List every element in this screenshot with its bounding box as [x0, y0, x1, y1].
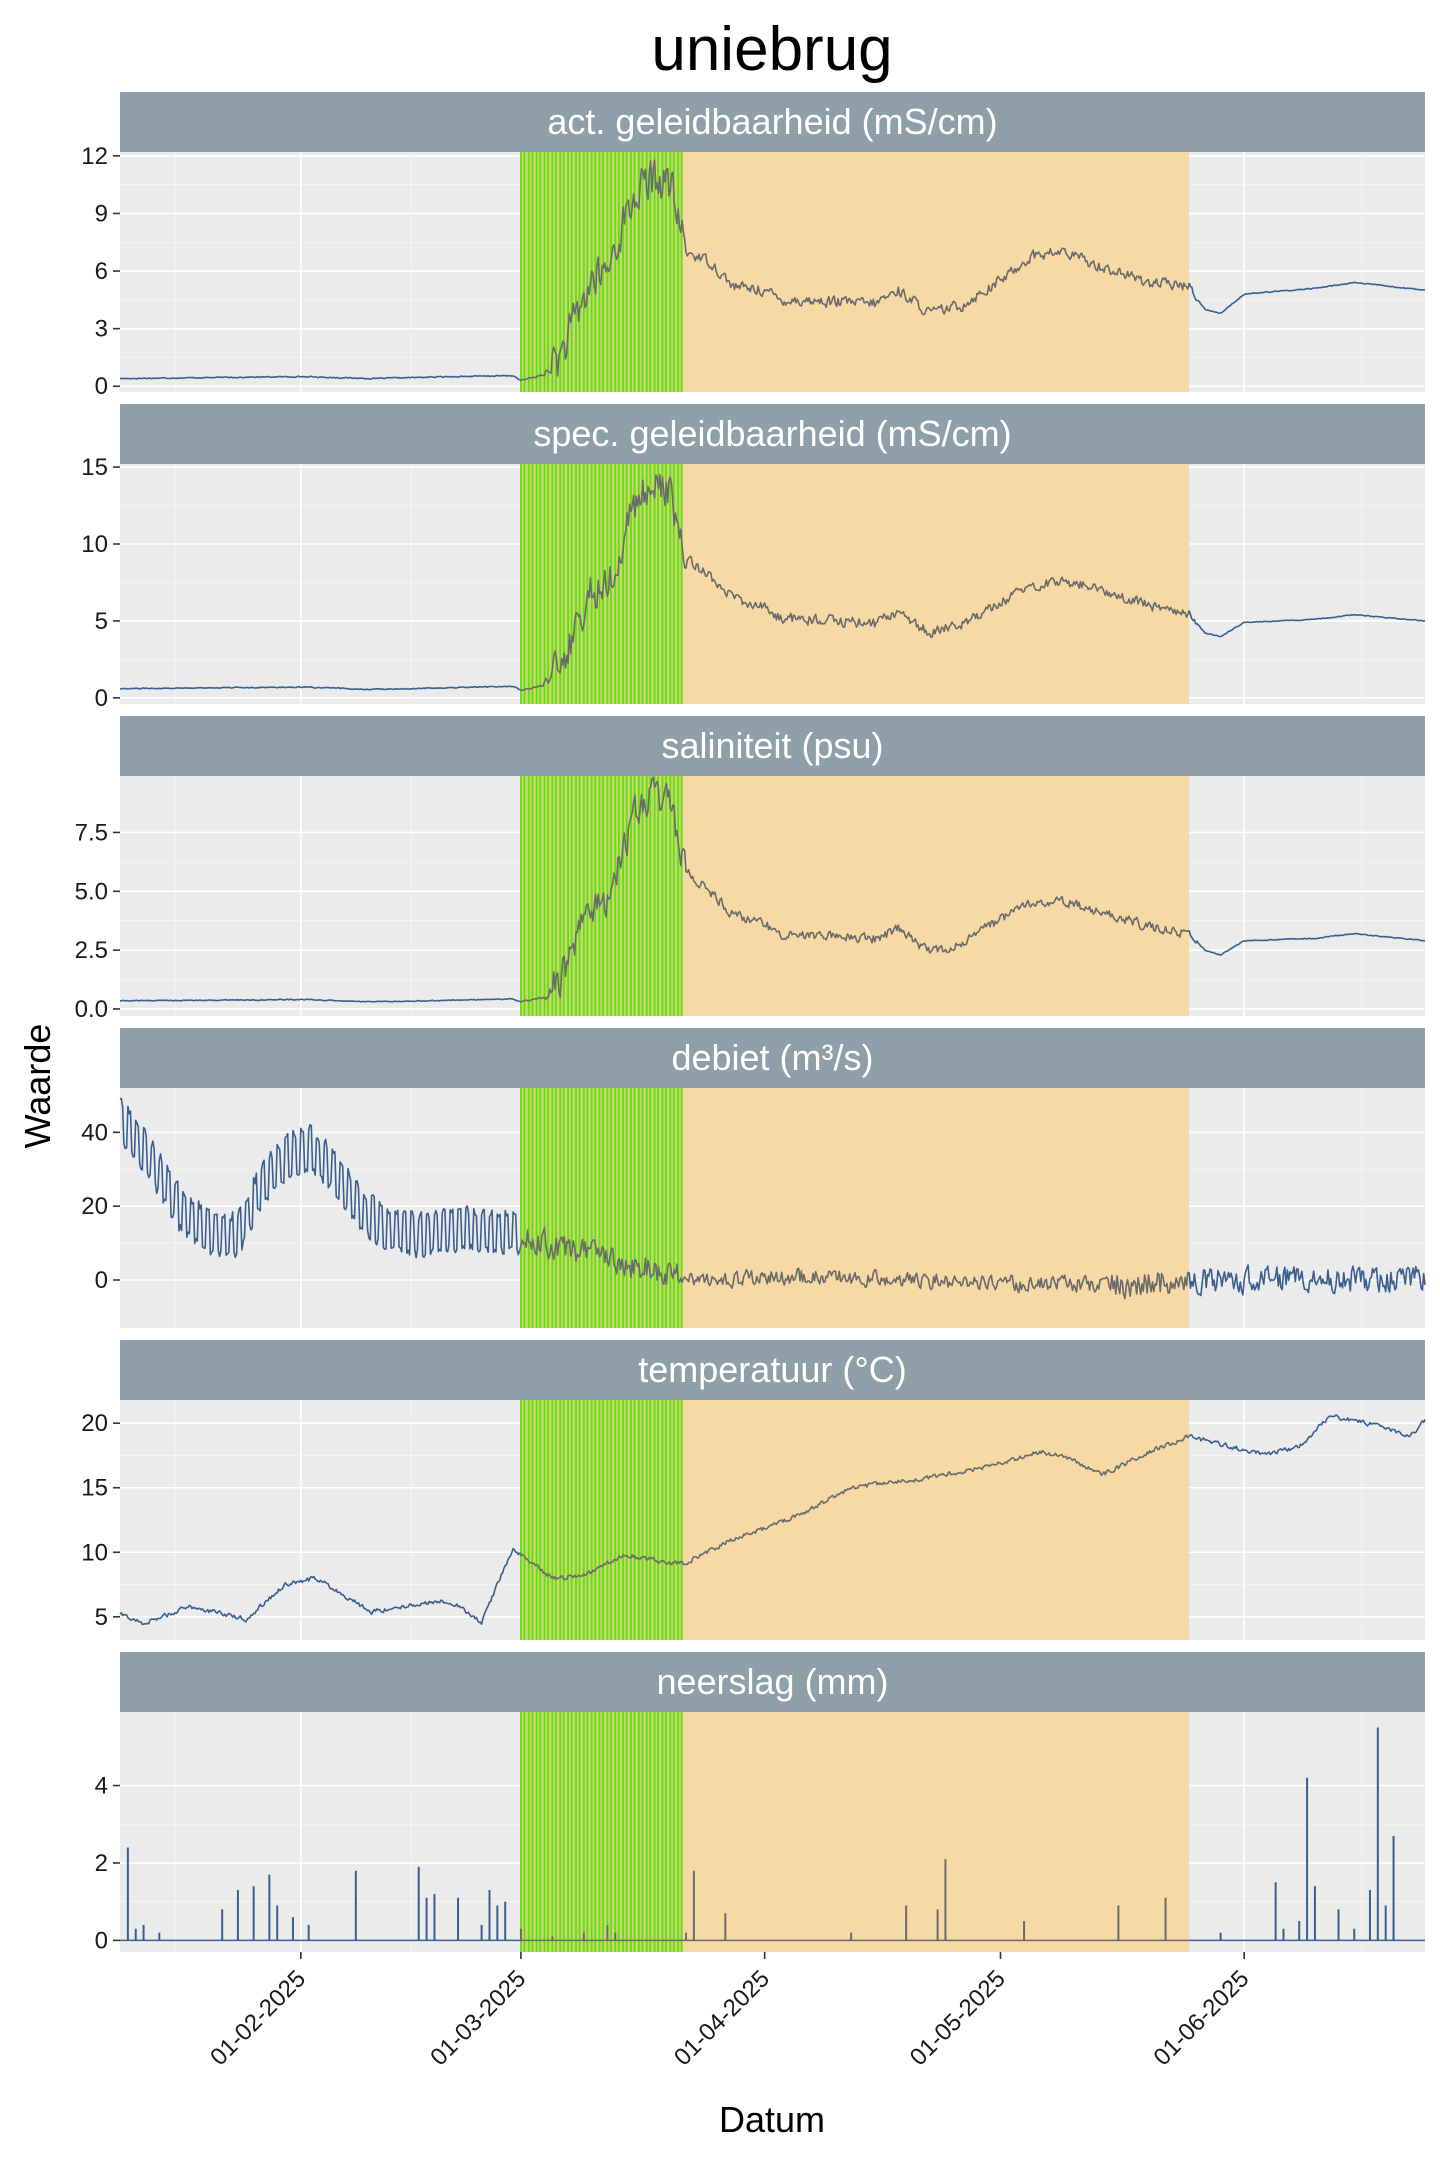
y-tick-label: 7.5 [75, 819, 108, 846]
y-tick-label: 20 [81, 1193, 108, 1220]
x-tick-label: 01-02-2025 [205, 1965, 311, 2071]
y-tick-label: 15 [81, 454, 108, 481]
y-tick-label: 40 [81, 1119, 108, 1146]
series-line [119, 374, 520, 381]
highlight-band [520, 1088, 1190, 1328]
series-line [518, 1226, 1190, 1300]
y-tick-label: 0 [95, 373, 108, 400]
facet-strip [120, 92, 1425, 152]
x-tick-label: 01-04-2025 [669, 1965, 775, 2071]
y-tick-label: 10 [81, 1539, 108, 1566]
facet-strip-label: temperatuur (°C) [638, 1349, 906, 1390]
series-line [1188, 1414, 1426, 1456]
facet-strip-label: act. geleidbaarheid (mS/cm) [547, 101, 997, 142]
y-tick-label: 5 [95, 608, 108, 635]
facet-panel: neerslag (mm) 0 2 4 [95, 1652, 1425, 1954]
facet-strip [120, 1652, 1425, 1712]
x-axis-title: Datum [719, 2099, 825, 2140]
y-tick-label: 5.0 [75, 878, 108, 905]
y-tick-label: 2.5 [75, 937, 108, 964]
series-line [1188, 930, 1426, 957]
y-tick-label: 9 [95, 200, 108, 227]
series-line [1188, 610, 1426, 638]
facet-strip-label: debiet (m³/s) [671, 1037, 873, 1078]
y-axis-title: Waarde [17, 1024, 58, 1149]
series-line [519, 776, 1190, 1003]
x-tick-label: 01-06-2025 [1149, 1965, 1255, 2071]
series-line [119, 1097, 521, 1259]
highlight-band [520, 776, 1190, 1016]
series-line [120, 997, 520, 1003]
facet-strip-label: neerslag (mm) [656, 1661, 888, 1702]
y-tick-label: 0 [95, 1267, 108, 1294]
y-tick-label: 0 [95, 685, 108, 712]
facet-panel: debiet (m³/s) 0 20 40 [81, 1028, 1426, 1328]
y-tick-label: 5 [95, 1604, 108, 1631]
y-tick-label: 10 [81, 531, 108, 558]
facet-panel: spec. geleidbaarheid (mS/cm) 0 5 10 15 [81, 404, 1426, 712]
facet-strip [120, 404, 1425, 464]
facet-panel: act. geleidbaarheid (mS/cm) 0 3 6 9 12 [81, 92, 1426, 400]
facet-strip [120, 1340, 1425, 1400]
y-tick-label: 0.0 [75, 996, 108, 1023]
y-tick-label: 0 [95, 1927, 108, 1954]
series-line [119, 1547, 521, 1626]
chart-title: uniebrug [651, 15, 892, 84]
series-line [1188, 1264, 1426, 1297]
series-line [519, 473, 1190, 692]
x-axis: 01-02-2025 01-03-2025 01-04-2025 01-05-2025… [205, 1952, 1254, 2071]
y-tick-label: 6 [95, 258, 108, 285]
highlight-band [520, 1400, 1190, 1640]
series-line [518, 1434, 1190, 1581]
facet-strip [120, 1028, 1425, 1088]
series-line [119, 685, 520, 691]
facet-panel: temperatuur (°C) 5 10 15 20 [81, 1340, 1426, 1640]
facet-panels: act. geleidbaarheid (mS/cm) 0 3 6 9 12 spec. g… [75, 92, 1426, 1954]
y-tick-label: 20 [81, 1410, 108, 1437]
y-tick-label: 15 [81, 1475, 108, 1502]
y-tick-label: 4 [95, 1773, 108, 1800]
x-tick-label: 01-05-2025 [905, 1965, 1011, 2071]
y-tick-label: 3 [95, 316, 108, 343]
highlight-band [520, 1712, 1190, 1952]
series-line [519, 159, 1190, 382]
highlight-band [520, 152, 1190, 392]
y-tick-label: 2 [95, 1850, 108, 1877]
y-tick-label: 12 [81, 143, 108, 170]
facet-strip-label: saliniteit (psu) [661, 725, 883, 766]
facet-strip [120, 716, 1425, 776]
series-line [1188, 281, 1426, 315]
facet-strip-label: spec. geleidbaarheid (mS/cm) [533, 413, 1011, 454]
facet-panel: saliniteit (psu) 0.0 2.5 5.0 7.5 [75, 716, 1426, 1023]
x-tick-label: 01-03-2025 [425, 1965, 531, 2071]
